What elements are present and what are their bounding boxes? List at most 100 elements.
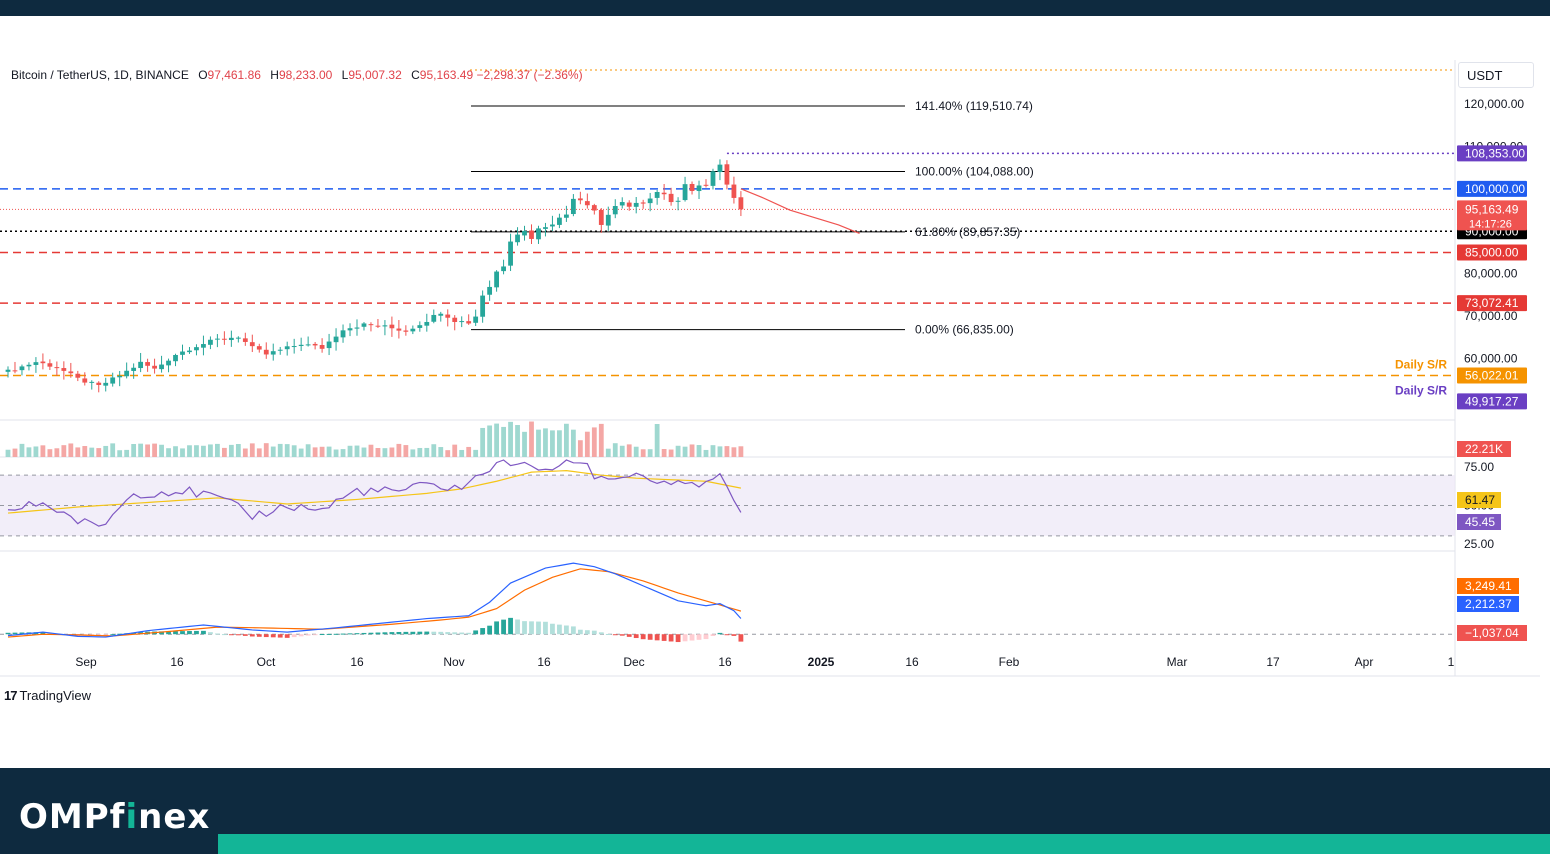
macd-histogram-bar <box>228 634 234 636</box>
candle-body <box>570 198 576 215</box>
macd-histogram-bar <box>110 634 116 636</box>
macd-histogram-bar <box>626 634 632 637</box>
rsi-signal-label: 61.47 <box>1465 493 1495 507</box>
candle-body <box>263 349 269 355</box>
volume-bar <box>110 443 116 457</box>
volume-bar <box>131 444 137 457</box>
macd-histogram-bar <box>459 632 465 635</box>
candle-body <box>201 344 206 348</box>
volume-bar <box>40 445 46 457</box>
close-label: C <box>411 68 420 82</box>
volume-bar <box>221 447 227 457</box>
last-price-badge <box>1457 200 1527 231</box>
price-level-label: 56,022.01 <box>1465 368 1519 382</box>
candle-body <box>347 328 353 331</box>
candle-body <box>480 295 486 317</box>
candle-body <box>633 202 639 207</box>
candle-body <box>375 325 381 327</box>
countdown-label: 14:17:26 <box>1469 218 1512 230</box>
volume-bar <box>382 448 388 457</box>
price-chart[interactable]: 120,000.00110,000.0080,000.0070,000.0060… <box>0 0 1550 700</box>
rsi-level-label: 75.00 <box>1464 460 1494 474</box>
candle-body <box>368 324 374 326</box>
x-axis-tick-label: 2025 <box>808 655 835 669</box>
macd-histogram-bar <box>326 633 332 635</box>
macd-histogram-bar <box>577 629 583 635</box>
candle-body <box>61 368 67 371</box>
candle-body <box>710 171 716 186</box>
macd-histogram-bar <box>40 632 46 635</box>
candle-body <box>696 185 702 192</box>
candle-body <box>208 339 213 345</box>
candle-body <box>466 321 472 324</box>
currency-selector[interactable]: USDT <box>1458 62 1534 88</box>
volume-bar <box>235 444 241 457</box>
price-level-label: 108,353.00 <box>1465 146 1525 160</box>
volume-bar <box>187 445 192 457</box>
candle-body <box>536 228 541 240</box>
candle-body <box>612 206 618 215</box>
rsi-value-badge <box>1457 514 1501 530</box>
volume-bar <box>424 447 430 457</box>
macd-histogram-bar <box>187 631 192 635</box>
candle-body <box>354 327 360 329</box>
macd-histogram-bar <box>522 621 527 635</box>
macd-histogram-bar <box>473 630 479 635</box>
volume-bar <box>675 445 681 457</box>
macd-histogram-bar <box>515 619 520 635</box>
macd-histogram-bar <box>270 634 276 638</box>
candle-body <box>110 377 116 384</box>
candle-body <box>417 325 423 328</box>
macd-histogram-bar <box>675 634 681 643</box>
macd-histogram-bar <box>598 632 604 635</box>
top-bar <box>0 0 1550 16</box>
macd-histogram-bar <box>605 633 611 635</box>
macd-histogram-bar <box>166 631 171 635</box>
volume-bar <box>361 447 367 457</box>
candle-body <box>103 382 109 386</box>
volume-bar <box>536 429 541 457</box>
volume-bar <box>619 445 625 457</box>
candle-body <box>19 366 25 371</box>
macd-histogram-bar <box>354 633 360 635</box>
volume-bar <box>103 445 109 457</box>
macd-value-label: 2,212.37 <box>1465 597 1512 611</box>
volume-bar <box>173 446 178 457</box>
candle-body <box>515 234 520 243</box>
macd-histogram-bar <box>487 625 493 635</box>
candle-body <box>473 316 479 323</box>
volume-bar <box>445 450 451 457</box>
macd-histogram-bar <box>284 634 290 638</box>
macd-histogram-bar <box>347 633 353 635</box>
macd-histogram-bar <box>159 631 164 635</box>
price-level-label: 73,072.41 <box>1465 296 1519 310</box>
volume-bar <box>466 446 472 457</box>
volume-bar <box>305 444 311 457</box>
volume-bar <box>591 427 597 457</box>
volume-bar <box>494 423 499 457</box>
volume-bar <box>654 424 660 457</box>
volume-bar <box>584 431 590 457</box>
macd-value-badge <box>1457 596 1519 612</box>
macd-histogram-bar <box>668 634 674 642</box>
macd-histogram-bar <box>389 632 395 635</box>
macd-histogram-bar <box>689 634 695 641</box>
candle-body <box>291 346 297 348</box>
candle-body <box>689 183 695 191</box>
candle-body <box>215 338 220 340</box>
candle-body <box>626 202 632 207</box>
macd-histogram-bar <box>375 632 381 635</box>
macd-histogram-bar <box>550 623 555 635</box>
candle-body <box>124 370 130 377</box>
candle-body <box>396 328 402 331</box>
candle-body <box>82 378 88 383</box>
footer-accent-bar <box>218 834 1550 854</box>
y-axis-tick-label: 70,000.00 <box>1464 309 1518 323</box>
candle-body <box>33 362 39 365</box>
rsi-value-label: 45.45 <box>1465 515 1495 529</box>
macd-histogram-bar <box>12 632 18 635</box>
volume-bar <box>696 445 702 457</box>
candle-body <box>235 337 241 339</box>
candle-body <box>180 351 185 355</box>
candle-body <box>26 364 32 367</box>
